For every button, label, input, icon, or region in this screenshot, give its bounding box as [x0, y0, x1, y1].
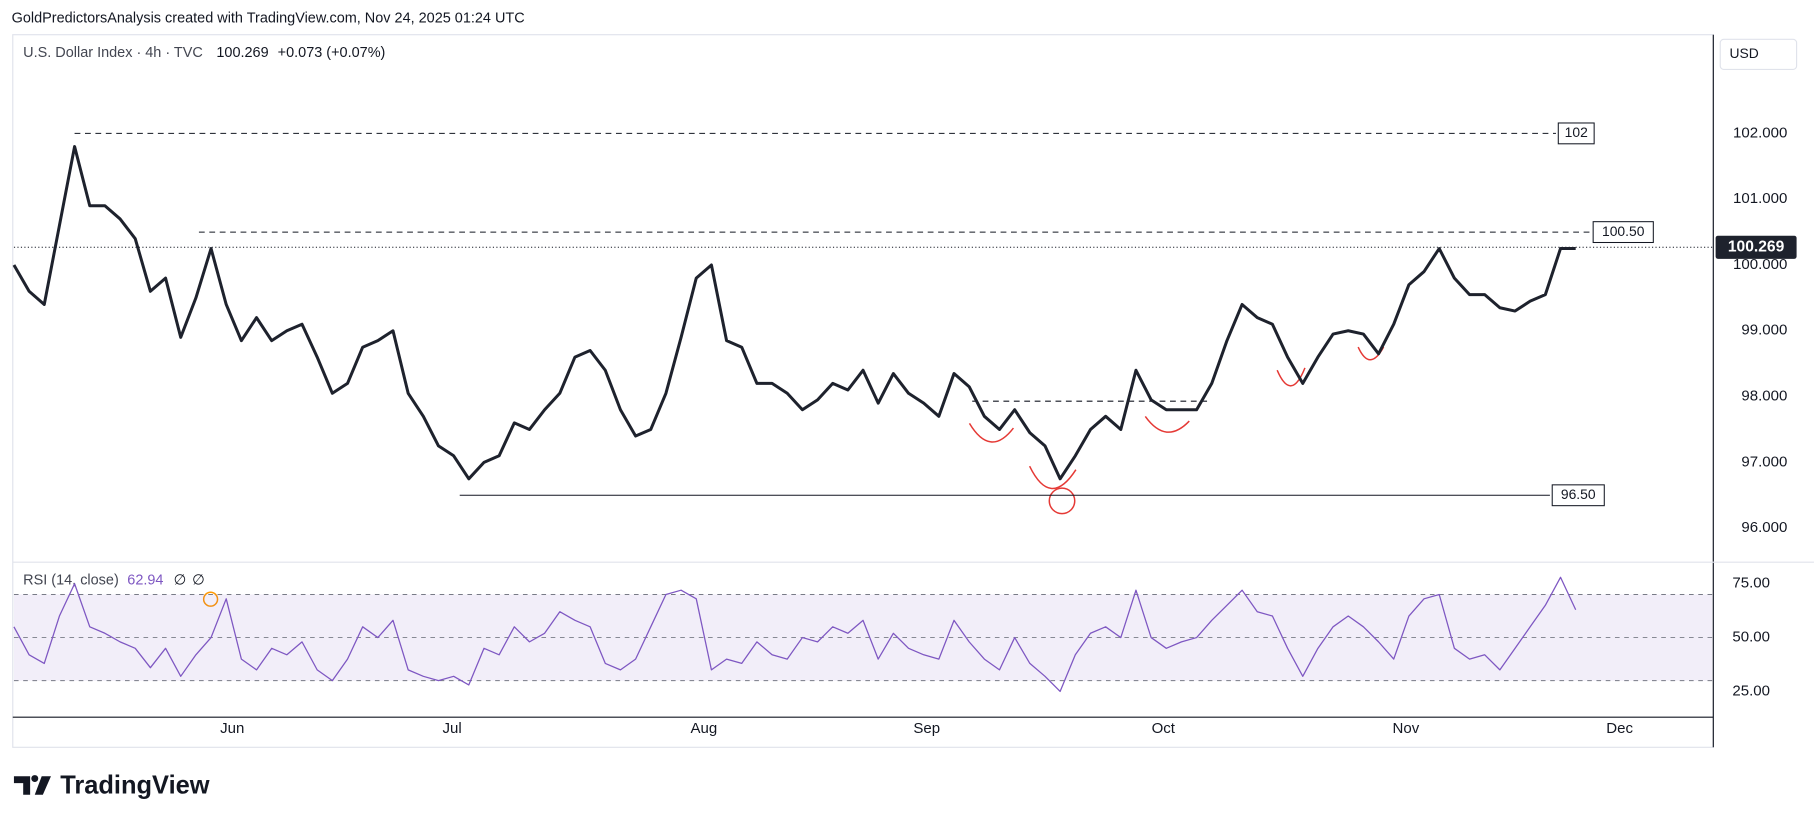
currency[interactable]: USD — [1729, 45, 1758, 61]
level-label: 102 — [1565, 124, 1588, 140]
currency-box[interactable] — [1719, 38, 1798, 70]
rsi-value: 62.94 — [127, 573, 163, 589]
rsi-marker — [202, 591, 219, 607]
rsi-title: RSI (14, close) — [23, 573, 119, 589]
x-tick-label: Nov — [1393, 720, 1420, 737]
y-tick-label: 99.000 — [1741, 322, 1787, 339]
level-label: 96.50 — [1561, 486, 1596, 502]
arc — [1028, 465, 1077, 490]
x-tick-label: Oct — [1152, 720, 1176, 737]
x-tick-label: Jun — [220, 720, 244, 737]
last-price-label: 100.269 — [1728, 238, 1785, 255]
x-tick-label: Sep — [913, 720, 940, 737]
y-tick-label: 100.000 — [1733, 256, 1787, 273]
series-line — [12, 145, 1576, 481]
level-label-box — [1592, 221, 1654, 244]
last-price-box — [1715, 235, 1797, 259]
brand: TradingView — [60, 771, 210, 799]
y-tick-label: 97.000 — [1741, 453, 1787, 470]
symbol: U.S. Dollar Index · 4h · TVC — [23, 45, 203, 61]
rsi-flag: ∅ — [192, 573, 205, 589]
x-tick-label: Jul — [443, 720, 462, 737]
credit: GoldPredictorsAnalysis created with Trad… — [12, 10, 525, 26]
y-tick-label: 25.00 — [1732, 682, 1770, 699]
level-label-box — [1551, 484, 1605, 507]
circle — [1048, 487, 1076, 515]
change: +0.073 (+0.07%) — [278, 45, 386, 61]
level-label: 100.50 — [1602, 223, 1645, 239]
logo-mark — [13, 775, 51, 795]
level-label-box — [1557, 122, 1595, 145]
y-tick-label: 75.00 — [1732, 575, 1770, 592]
y-tick-label: 96.000 — [1741, 519, 1787, 536]
y-tick-label: 101.000 — [1733, 190, 1787, 207]
x-tick-label: Dec — [1606, 720, 1633, 737]
last-value: 100.269 — [216, 45, 268, 61]
arc — [968, 423, 1015, 443]
rsi-band — [13, 594, 1713, 681]
series-line — [13, 576, 1577, 693]
arc — [1276, 367, 1306, 387]
x-tick-label: Aug — [690, 720, 717, 737]
y-tick-label: 50.00 — [1732, 629, 1770, 646]
rsi-flag: ∅ — [174, 573, 187, 589]
arc — [1144, 416, 1190, 433]
y-tick-label: 98.000 — [1741, 388, 1787, 405]
logo: TradingView — [13, 771, 210, 799]
y-tick-label: 102.000 — [1733, 124, 1787, 141]
